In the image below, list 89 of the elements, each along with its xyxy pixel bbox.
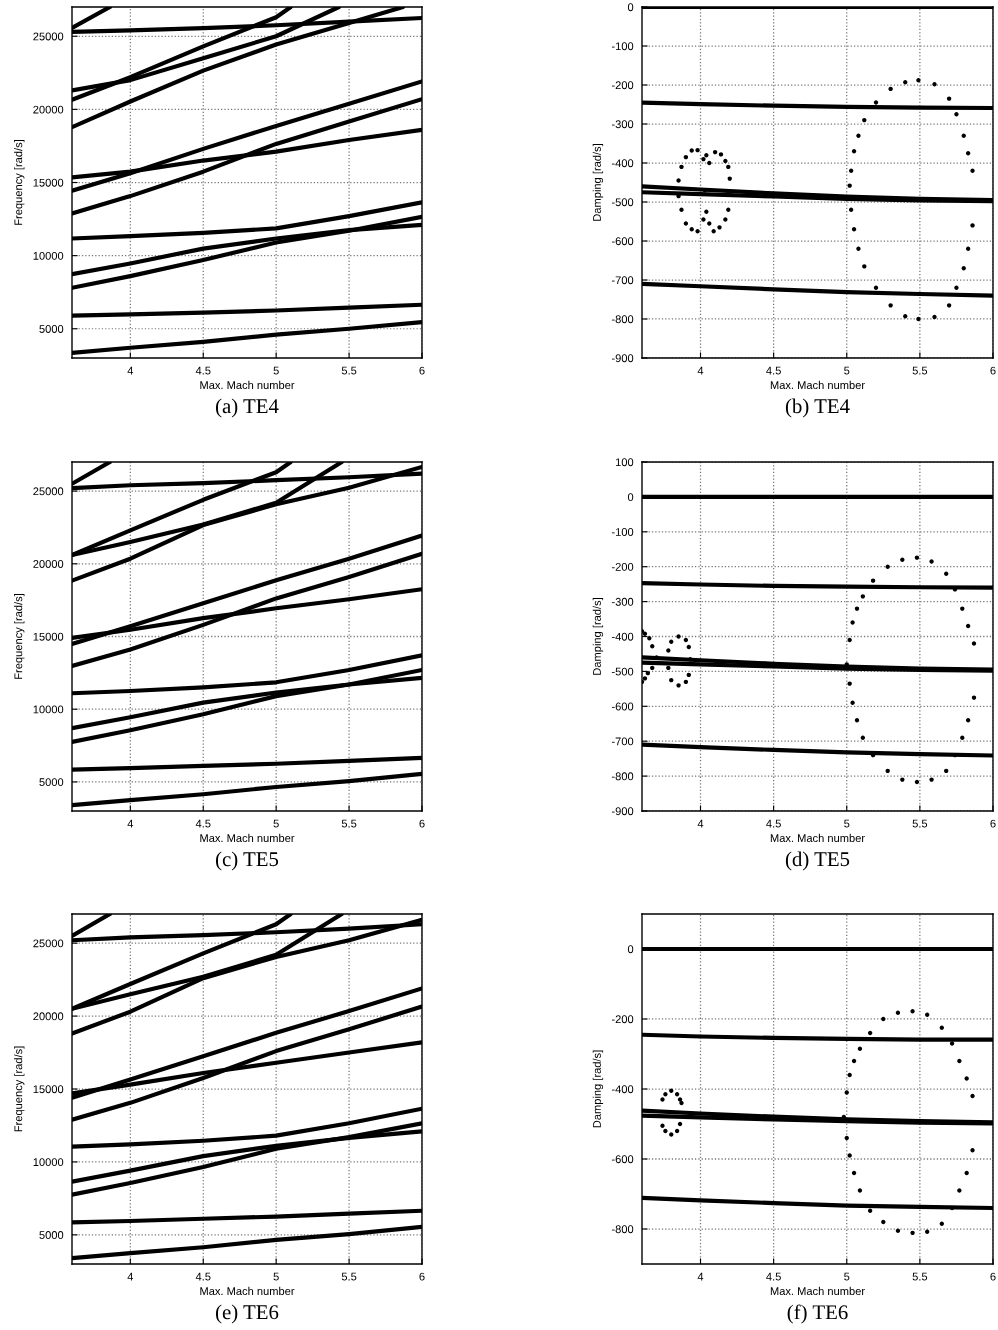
x-tick-label: 5.5 — [341, 819, 357, 828]
y-tick-label: -900 — [611, 354, 634, 363]
x-axis-title: Max. Mach number — [770, 833, 865, 843]
x-tick-label: 6 — [419, 366, 425, 375]
y-tick-label: -600 — [611, 702, 634, 711]
x-tick-label: 5.5 — [912, 1272, 928, 1281]
y-tick-label: -500 — [611, 667, 634, 676]
y-tick-label: -400 — [611, 159, 634, 168]
x-tick-label: 4.5 — [766, 1272, 781, 1281]
y-tick-label: 25000 — [33, 32, 64, 41]
x-tick-label: 4.5 — [195, 819, 211, 828]
x-tick-label: 5 — [844, 819, 850, 828]
x-tick-label: 5 — [273, 819, 279, 828]
x-tick-label: 4.5 — [195, 1272, 211, 1281]
y-axis-title: Damping [rad/s] — [592, 1050, 604, 1128]
x-tick-label: 4 — [127, 819, 134, 828]
text: (e) TE6 — [216, 1304, 279, 1324]
y-tick-label: 0 — [627, 945, 634, 954]
text: (a) TE4 — [216, 398, 279, 418]
y-tick-label: -600 — [611, 237, 634, 246]
x-tick-label: 5.5 — [341, 1272, 357, 1281]
y-tick-label: 10000 — [33, 705, 64, 714]
y-tick-label: -700 — [611, 276, 634, 285]
x-tick-label: 5 — [273, 1272, 279, 1281]
y-tick-label: 5000 — [39, 778, 64, 787]
x-tick-label: 5.5 — [341, 366, 357, 375]
y-tick-label: 100 — [615, 458, 634, 467]
x-tick-label: 4 — [127, 1272, 134, 1281]
x-tick-label: 4 — [697, 366, 704, 375]
y-tick-label: -800 — [611, 772, 634, 781]
x-tick-label: 5 — [844, 366, 850, 375]
y-axis-title: Frequency [rad/s] — [14, 1046, 25, 1132]
y-tick-label: -300 — [611, 120, 634, 129]
y-tick-label: -200 — [611, 1015, 634, 1024]
x-tick-label: 6 — [990, 819, 996, 828]
x-axis-title: Max. Mach number — [770, 1286, 865, 1296]
y-tick-label: -800 — [611, 315, 634, 324]
y-tick-label: -100 — [611, 528, 634, 536]
x-tick-label: 4.5 — [195, 366, 211, 375]
text: (d) TE5 — [785, 851, 850, 871]
y-tick-label: -800 — [611, 1225, 634, 1234]
x-tick-label: 5 — [273, 366, 279, 375]
y-tick-label: 5000 — [39, 325, 64, 333]
x-axis-title: Max. Mach number — [200, 833, 295, 843]
y-tick-label: 5000 — [39, 1231, 64, 1239]
x-tick-label: 5.5 — [912, 819, 928, 828]
x-tick-label: 6 — [419, 819, 425, 828]
y-tick-label: 15000 — [33, 632, 64, 641]
y-tick-label: 15000 — [33, 1085, 64, 1094]
y-tick-label: -400 — [611, 1085, 634, 1094]
text: (c) TE5 — [216, 851, 279, 871]
y-tick-label: -400 — [611, 632, 634, 641]
y-tick-label: 20000 — [33, 1012, 64, 1021]
x-axis-title: Max. Mach number — [770, 380, 865, 390]
y-tick-label: 20000 — [33, 105, 64, 114]
x-tick-label: 5 — [844, 1272, 850, 1281]
y-tick-label: 10000 — [33, 1158, 64, 1167]
x-tick-label: 4 — [697, 1272, 704, 1281]
y-tick-label: -700 — [611, 737, 634, 746]
y-tick-label: -100 — [611, 42, 634, 51]
x-tick-label: 5.5 — [912, 366, 928, 375]
y-axis-title: Damping [rad/s] — [592, 144, 604, 221]
y-tick-label: -200 — [611, 562, 634, 571]
y-tick-label: 15000 — [33, 178, 64, 187]
x-tick-label: 6 — [990, 1272, 996, 1281]
text: (b) TE4 — [785, 398, 850, 418]
x-tick-label: 6 — [419, 1272, 425, 1281]
x-tick-label: 6 — [990, 366, 996, 375]
y-axis-title: Damping [rad/s] — [592, 598, 604, 675]
y-tick-label: 20000 — [33, 560, 64, 568]
y-tick-label: -300 — [611, 597, 634, 606]
x-axis-title: Max. Mach number — [200, 1286, 295, 1296]
y-tick-label: 0 — [627, 3, 634, 12]
y-axis-title: Frequency [rad/s] — [14, 140, 25, 225]
x-tick-label: 4 — [127, 366, 134, 375]
y-tick-label: 10000 — [33, 251, 64, 260]
text: (f) TE6 — [787, 1304, 848, 1324]
y-tick-label: 25000 — [33, 939, 64, 948]
y-tick-label: -600 — [611, 1155, 634, 1164]
x-tick-label: 4 — [697, 819, 704, 828]
y-tick-label: 25000 — [33, 487, 64, 496]
x-tick-label: 4.5 — [766, 366, 781, 375]
x-tick-label: 4.5 — [766, 819, 781, 828]
y-axis-title: Frequency [rad/s] — [14, 594, 25, 679]
y-tick-label: 0 — [627, 493, 634, 502]
x-axis-title: Max. Mach number — [200, 380, 295, 390]
y-tick-label: -500 — [611, 198, 634, 207]
y-tick-label: -900 — [611, 807, 634, 816]
y-tick-label: -200 — [611, 81, 634, 90]
